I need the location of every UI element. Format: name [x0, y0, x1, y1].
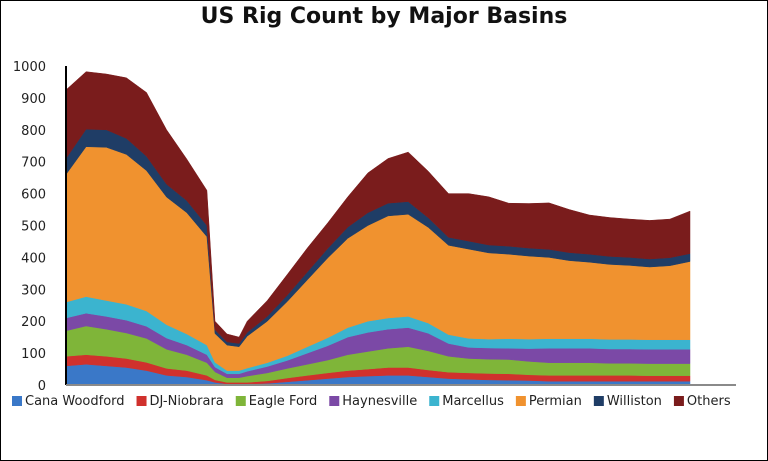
y-tick-label: 200	[21, 315, 46, 330]
legend-label-others: Others	[687, 394, 731, 409]
y-tick-label: 400	[21, 251, 46, 266]
y-tick-label: 300	[21, 283, 46, 298]
legend-label-cana-woodford: Cana Woodford	[25, 394, 125, 409]
legend: Cana Woodford DJ-Niobrara Eagle Ford Haynes…	[12, 394, 731, 409]
legend-swatch-williston	[593, 396, 604, 406]
y-tick-label: 500	[21, 220, 46, 235]
legend-label-marcellus: Marcellus	[442, 394, 504, 409]
legend-label-permian: Permian	[529, 394, 582, 409]
y-tick-label: 700	[21, 156, 46, 171]
y-tick-labels: 0 100 200 300 400 500 600 700 800 900 1000	[13, 60, 46, 394]
y-tick-label: 0	[38, 379, 46, 394]
legend-swatch-haynesville	[329, 396, 340, 406]
legend-swatch-others	[673, 396, 684, 406]
legend-swatch-dj-niobrara	[136, 396, 147, 406]
y-tick-label: 100	[21, 347, 46, 362]
series-areas	[65, 71, 691, 386]
legend-label-dj-niobrara: DJ-Niobrara	[150, 394, 224, 409]
area-others	[65, 71, 691, 344]
legend-swatch-permian	[515, 396, 526, 406]
y-tick-label: 900	[21, 92, 46, 107]
y-tick-label: 1000	[13, 60, 46, 75]
legend-swatch-eagle-ford	[235, 396, 246, 406]
y-tick-label: 600	[21, 188, 46, 203]
axes	[65, 66, 736, 386]
y-tick-label: 800	[21, 124, 46, 139]
legend-swatch-cana-woodford	[12, 396, 22, 406]
legend-label-eagle-ford: Eagle Ford	[249, 394, 318, 409]
chart-title: US Rig Count by Major Basins	[200, 4, 568, 29]
legend-label-haynesville: Haynesville	[342, 394, 417, 409]
legend-label-williston: Williston	[607, 394, 662, 409]
legend-swatch-marcellus	[429, 396, 440, 406]
